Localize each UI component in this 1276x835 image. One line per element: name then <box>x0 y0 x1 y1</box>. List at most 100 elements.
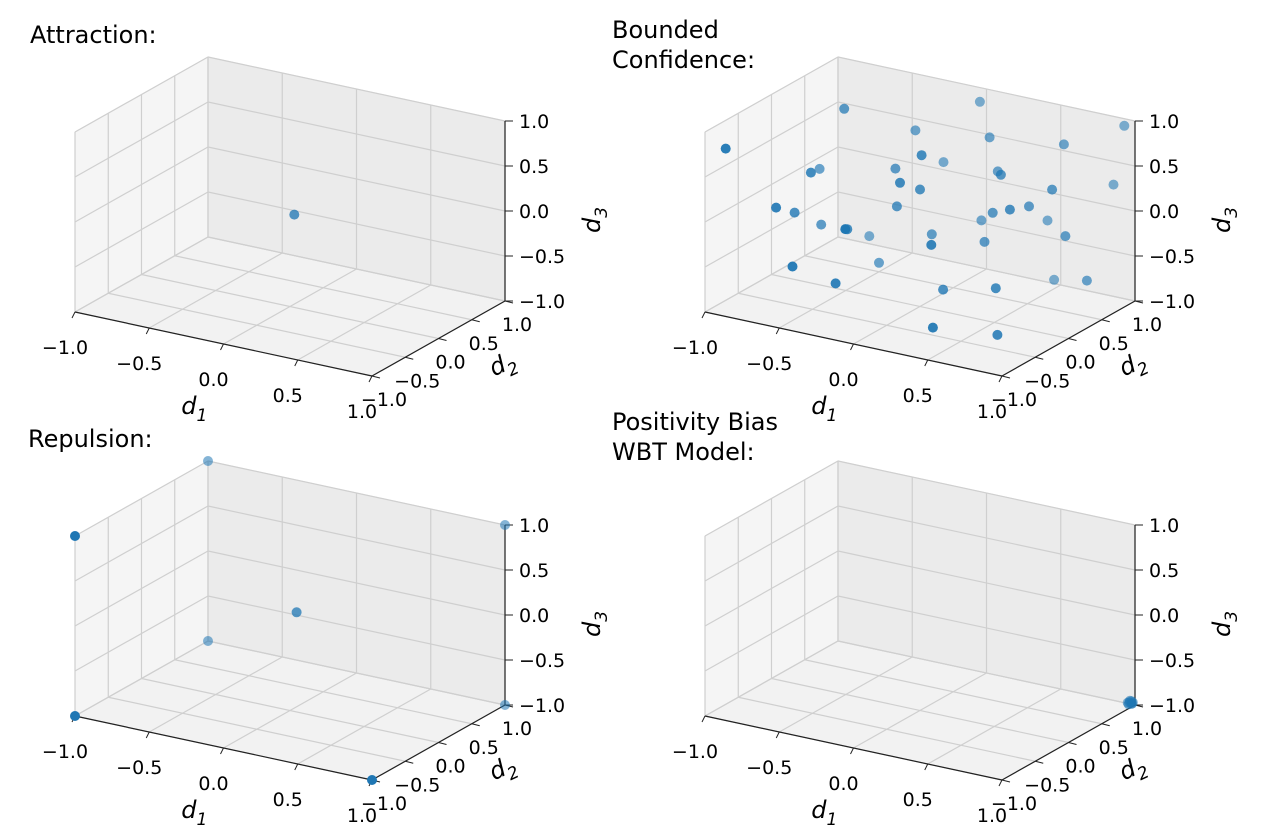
data-point <box>203 636 213 646</box>
data-point <box>839 103 850 114</box>
x-tick-mark <box>924 763 929 771</box>
x-tick-label: 1.0 <box>347 805 377 827</box>
grid-line <box>771 273 1069 340</box>
grid-line <box>704 101 839 178</box>
x-tick-mark <box>294 763 299 771</box>
grid-line <box>141 273 439 340</box>
grid-line <box>837 146 1136 212</box>
grid-line <box>837 460 1136 526</box>
z-tick-label: −1.0 <box>519 291 565 313</box>
data-point <box>1049 274 1060 285</box>
data-point <box>840 224 851 235</box>
data-point <box>289 209 300 220</box>
data-point <box>805 167 816 178</box>
z-tick-label: −1.0 <box>1149 695 1195 717</box>
y-tick-mark <box>471 723 480 727</box>
y-tick-label: 1.0 <box>1132 718 1162 740</box>
data-point <box>1060 231 1071 242</box>
data-point <box>1108 179 1119 190</box>
data-point <box>874 257 884 268</box>
z-tick-label: −0.5 <box>519 650 565 672</box>
x-tick-mark <box>850 343 854 351</box>
panel-2: −1.0−1.0−1.0−0.5−0.5−0.50.00.00.00.50.50… <box>612 16 1242 426</box>
grid-line <box>141 677 439 744</box>
y-tick-mark <box>1134 300 1144 304</box>
x-tick-label: 0.0 <box>828 369 858 391</box>
data-point <box>500 700 510 710</box>
x-tick-mark <box>775 731 780 739</box>
y-tick-label: −0.5 <box>1024 370 1070 392</box>
y-tick-label: 1.0 <box>502 718 532 740</box>
data-point <box>771 202 782 213</box>
data-point <box>367 775 377 785</box>
x-tick-label: 1.0 <box>977 401 1007 423</box>
grid-line <box>927 284 1062 361</box>
grid-line <box>174 255 472 321</box>
z-tick-label: 0.5 <box>1149 560 1179 582</box>
data-point <box>816 219 827 230</box>
panel-title: Positivity Bias WBT Model: <box>612 408 778 466</box>
grid-line <box>74 505 209 582</box>
data-point <box>500 520 510 530</box>
y-tick-label: 0.5 <box>1099 737 1129 759</box>
z-tick-label: 0.5 <box>1149 156 1179 178</box>
panel-title: Bounded Confidence: <box>612 16 755 74</box>
y-tick-label: 0.5 <box>1099 333 1129 355</box>
y-tick-mark <box>1001 779 1011 783</box>
scatter-points <box>1122 695 1138 710</box>
x-axis-label: d1 <box>181 392 207 426</box>
grid-line <box>927 688 1062 765</box>
data-point <box>720 143 731 154</box>
y-tick-mark <box>438 338 447 341</box>
x-tick-label: −0.5 <box>746 353 792 375</box>
x-axis-label: d1 <box>811 392 837 426</box>
y-tick-label: −1.0 <box>991 793 1037 815</box>
y-tick-mark <box>1068 338 1077 341</box>
data-point <box>938 157 949 168</box>
z-tick-label: 1.0 <box>1149 515 1179 537</box>
y-tick-mark <box>504 300 514 304</box>
data-point <box>895 177 905 188</box>
x-tick-label: 1.0 <box>347 401 377 423</box>
z-tick-label: 1.0 <box>519 515 549 537</box>
data-point <box>926 229 937 240</box>
data-point <box>203 456 213 466</box>
y-tick-label: 0.5 <box>469 737 499 759</box>
x-tick-mark <box>775 327 780 335</box>
z-tick-label: −0.5 <box>1149 246 1195 268</box>
grid-line <box>74 550 209 627</box>
y-tick-label: 0.0 <box>1065 352 1095 374</box>
data-point <box>974 96 985 107</box>
y-tick-mark <box>405 760 414 764</box>
x-tick-label: −1.0 <box>42 741 88 763</box>
data-point <box>864 231 875 242</box>
y-tick-label: −0.5 <box>1024 774 1070 796</box>
y-tick-mark <box>1035 760 1044 764</box>
x-tick-label: 0.0 <box>198 369 228 391</box>
data-point <box>938 284 949 295</box>
data-point <box>927 322 938 333</box>
data-point <box>1119 120 1130 131</box>
panel-3: −1.0−1.0−1.0−0.5−0.5−0.50.00.00.00.50.50… <box>28 425 612 830</box>
grid-line <box>704 146 839 223</box>
data-point <box>979 236 990 247</box>
data-point <box>890 163 901 174</box>
data-point <box>891 201 902 212</box>
grid-line <box>74 56 209 133</box>
grid-line <box>297 688 432 765</box>
y-tick-mark <box>1035 356 1044 360</box>
data-point <box>830 278 841 289</box>
grid-line <box>771 677 1069 744</box>
x-tick-mark <box>998 779 1003 787</box>
grid-line <box>804 659 1102 725</box>
data-point <box>789 207 800 218</box>
z-tick-label: 1.0 <box>519 111 549 133</box>
grid-line <box>207 505 506 571</box>
x-tick-mark <box>701 715 706 723</box>
data-point <box>976 215 987 226</box>
x-tick-label: −0.5 <box>746 757 792 779</box>
x-tick-label: −1.0 <box>42 337 88 359</box>
grid-line <box>837 236 1136 302</box>
data-point <box>992 329 1003 340</box>
